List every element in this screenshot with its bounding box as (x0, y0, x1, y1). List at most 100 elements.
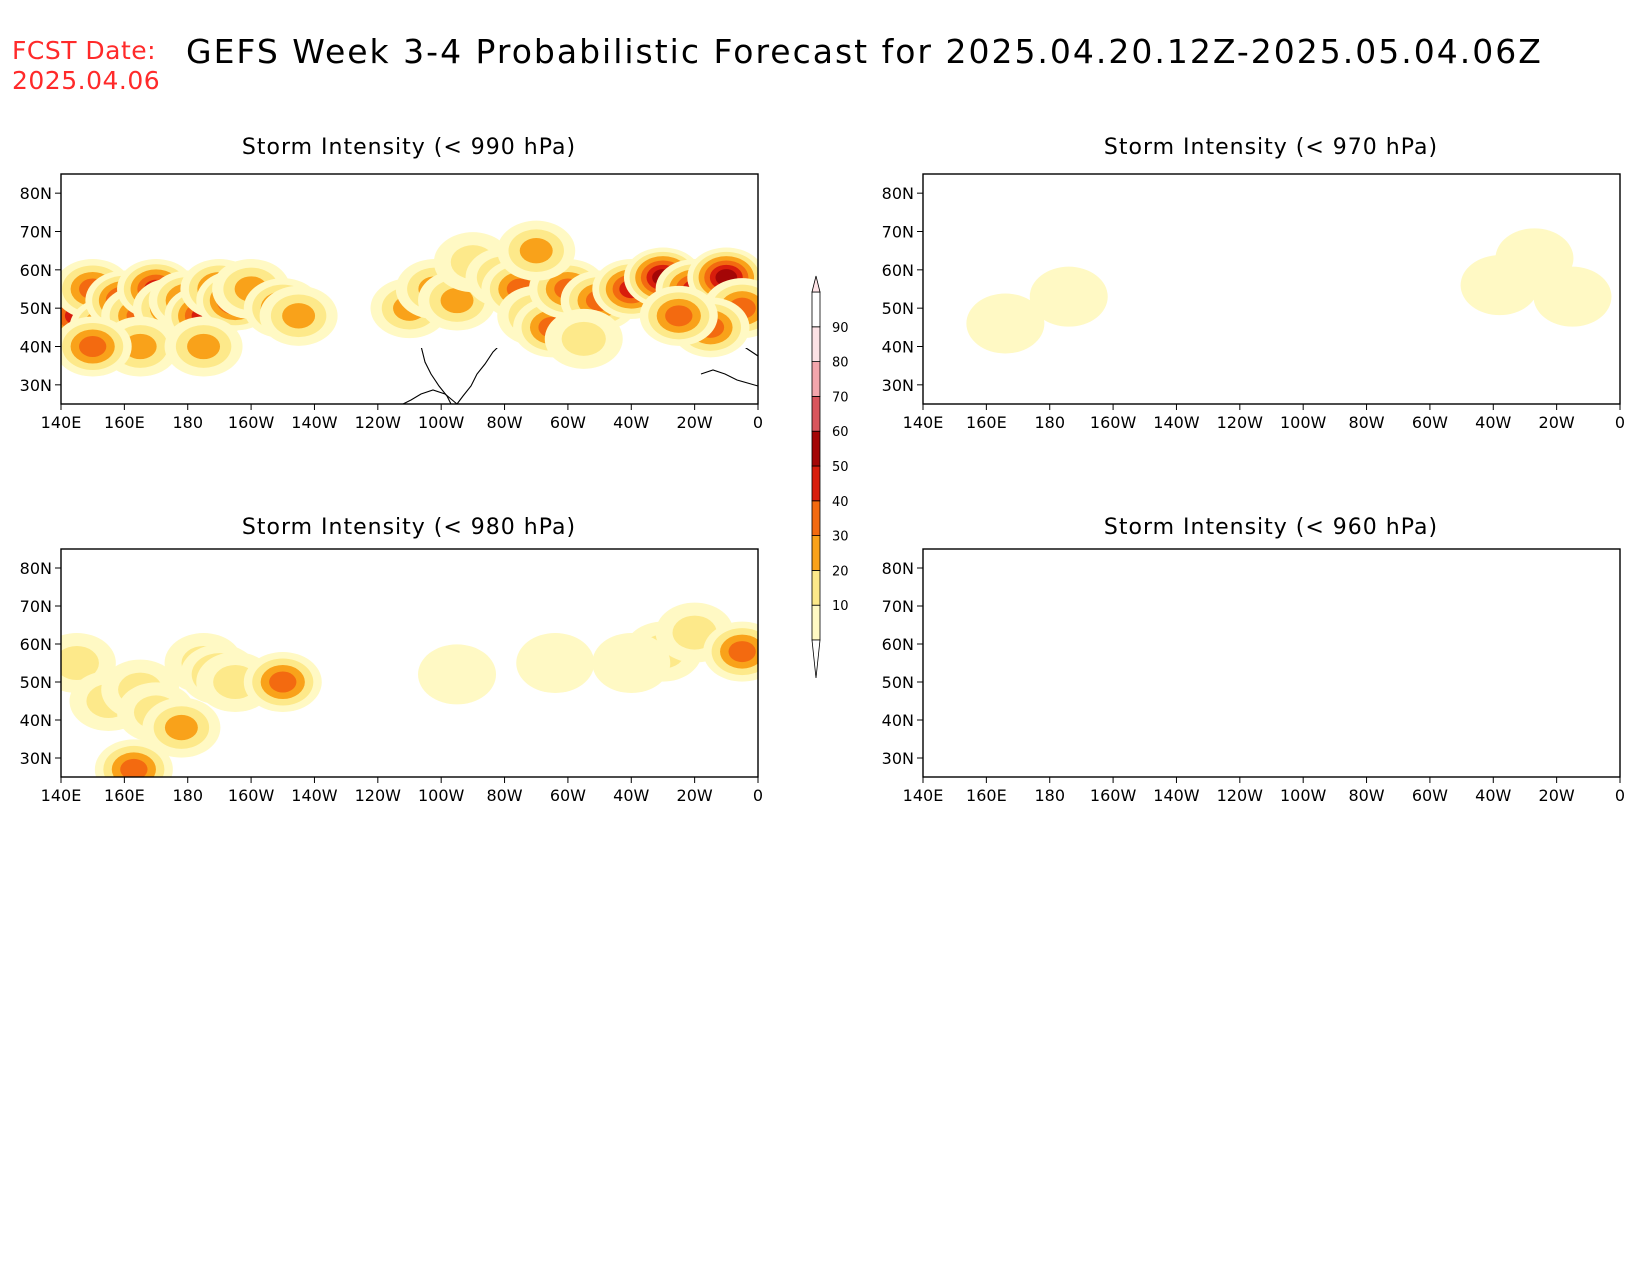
colorbar-label: 70 (832, 390, 849, 405)
lon-tick-label: 40W (613, 413, 649, 432)
lon-tick-label: 100W (418, 786, 465, 805)
lon-tick-label: 140E (903, 413, 944, 432)
panel-title: Storm Intensity (< 970 hPa) (1104, 135, 1438, 160)
fcst-date-label: FCST Date: 2025.04.06 (12, 36, 160, 96)
lat-tick-label: 50N (20, 299, 52, 318)
probability-fill (61, 220, 758, 377)
lon-tick-label: 20W (677, 413, 713, 432)
lon-tick-label: 160W (1090, 413, 1137, 432)
lat-tick-label: 50N (882, 299, 914, 318)
lon-tick-label: 180 (1034, 786, 1065, 805)
lat-tick-label: 30N (20, 376, 52, 395)
colorbar-top-triangle (811, 275, 821, 293)
lon-tick-label: 100W (1280, 786, 1327, 805)
probability-cell (79, 336, 107, 357)
lat-tick-label: 80N (20, 559, 52, 578)
lon-tick-label: 80W (1348, 413, 1384, 432)
fcst-date-value: 2025.04.06 (12, 66, 161, 95)
panel-title: Storm Intensity (< 960 hPa) (1104, 515, 1438, 540)
probability-fill (61, 602, 758, 777)
panel-title: Storm Intensity (< 990 hPa) (242, 135, 576, 160)
probability-cell (440, 287, 474, 314)
lat-tick-label: 50N (20, 673, 52, 692)
lon-tick-label: 120W (1217, 413, 1264, 432)
lat-tick-label: 70N (20, 223, 52, 242)
lon-tick-label: 160W (228, 413, 275, 432)
lon-tick-label: 160W (1090, 786, 1137, 805)
lon-tick-label: 60W (550, 786, 586, 805)
colorbar-label: 90 (832, 321, 849, 336)
lon-tick-label: 160E (104, 786, 145, 805)
colorbar-swatch (811, 361, 821, 397)
lat-tick-label: 40N (882, 338, 914, 357)
colorbar-swatch (811, 326, 821, 362)
lat-tick-label: 60N (882, 635, 914, 654)
lon-tick-label: 20W (1539, 786, 1575, 805)
lat-tick-label: 60N (20, 261, 52, 280)
lon-tick-label: 180 (172, 786, 203, 805)
probability-cell (120, 758, 148, 777)
lon-tick-label: 140W (1153, 413, 1200, 432)
map-panel-1: Storm Intensity (< 990 hPa) 140E 160E 180 16… (20, 135, 763, 432)
lon-tick-label: 40W (1475, 413, 1511, 432)
lat-tick-label: 80N (882, 184, 914, 203)
probability-cell (282, 303, 316, 329)
probability-cell (1029, 266, 1108, 327)
lon-tick-label: 180 (1034, 413, 1065, 432)
lon-tick-label: 60W (550, 413, 586, 432)
colorbar-swatch (811, 500, 821, 536)
colorbar-label: 30 (832, 530, 849, 545)
lon-tick-label: 120W (355, 786, 402, 805)
probability-cell (418, 644, 497, 705)
lon-tick-label: 120W (355, 413, 402, 432)
lon-tick-label: 160E (966, 786, 1007, 805)
probability-cell (561, 321, 606, 356)
lat-tick-label: 40N (882, 711, 914, 730)
lat-tick-label: 70N (882, 597, 914, 616)
lon-tick-label: 80W (486, 786, 522, 805)
coastline (923, 555, 1620, 777)
fcst-label-text: FCST Date: (12, 36, 157, 65)
probability-cell (966, 293, 1045, 354)
colorbar: 10 20 30 40 50 60 70 80 90 (811, 275, 849, 679)
lon-tick-label: 0 (1615, 413, 1625, 432)
lon-tick-label: 100W (418, 413, 465, 432)
lon-tick-label: 40W (613, 786, 649, 805)
colorbar-swatch (811, 535, 821, 571)
probability-cell (728, 641, 756, 663)
colorbar-bottom-triangle (811, 639, 821, 679)
probability-cell (665, 305, 693, 327)
colorbar-swatch (811, 570, 821, 606)
colorbar-label: 40 (832, 495, 849, 510)
lon-tick-label: 160E (966, 413, 1007, 432)
lon-tick-label: 100W (1280, 413, 1327, 432)
lat-tick-label: 60N (882, 261, 914, 280)
map-frame (60, 173, 759, 405)
colorbar-swatch (811, 291, 821, 328)
lon-tick-label: 80W (1348, 786, 1384, 805)
colorbar-swatch (811, 604, 821, 641)
colorbar-label: 20 (832, 564, 849, 579)
lat-tick-label: 40N (20, 711, 52, 730)
map-panel-3: Storm Intensity (< 980 hPa) 140E 160E 180 16… (20, 515, 763, 805)
lon-tick-label: 60W (1412, 786, 1448, 805)
lon-tick-label: 0 (1615, 786, 1625, 805)
lat-tick-label: 50N (882, 673, 914, 692)
colorbar-swatch (811, 395, 821, 432)
map-frame (922, 173, 1621, 405)
colorbar-label: 10 (832, 599, 849, 614)
map-panel-4: Storm Intensity (< 960 hPa) 140E 160E 180 16… (882, 515, 1625, 805)
lon-tick-label: 60W (1412, 413, 1448, 432)
map-frame (922, 548, 1621, 778)
lon-tick-label: 20W (1539, 413, 1575, 432)
colorbar-label: 80 (832, 356, 849, 371)
lon-tick-label: 140E (41, 413, 82, 432)
lon-tick-label: 80W (486, 413, 522, 432)
lat-tick-label: 30N (882, 749, 914, 768)
lon-tick-label: 140E (41, 786, 82, 805)
colorbar-label: 60 (832, 425, 849, 440)
panel-title: Storm Intensity (< 980 hPa) (242, 515, 576, 540)
probability-cell (516, 633, 595, 693)
lat-tick-label: 70N (20, 597, 52, 616)
